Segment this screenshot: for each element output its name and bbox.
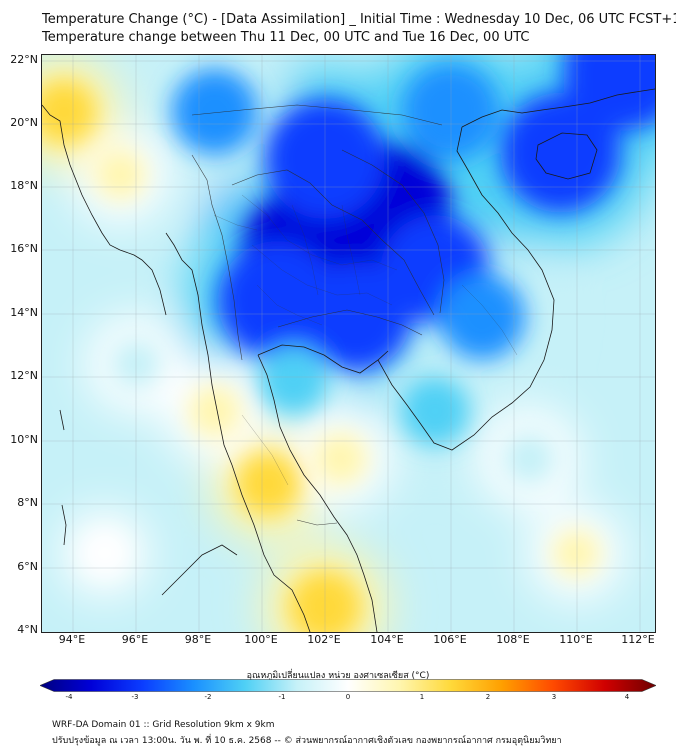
field-value-core — [552, 529, 601, 577]
coast-hainan — [535, 132, 598, 180]
field-value-core — [563, 55, 655, 131]
coast-sumatra — [161, 544, 238, 596]
border-vietnam-laos — [341, 149, 445, 314]
coast-cambodia-vietnam — [377, 126, 555, 451]
colorbar-tick: -1 — [278, 693, 286, 701]
field-value-core — [42, 79, 96, 144]
field-value-core — [438, 273, 526, 360]
lat-label: 14°N — [10, 306, 38, 319]
lon-label: 108°E — [496, 633, 530, 646]
colorbar-tick: 3 — [551, 693, 557, 701]
field-value-core — [401, 62, 500, 161]
field-value-core — [95, 149, 146, 200]
lat-label: 20°N — [10, 116, 38, 129]
colorbar-tick: 4 — [624, 693, 630, 701]
lon-label: 110°E — [559, 633, 593, 646]
footer-credit: ปรับปรุงข้อมูล ณ เวลา 13:00น. วัน พ. ที่… — [52, 736, 562, 746]
field-value-core — [301, 262, 411, 372]
colorbar-label: อุณหภูมิเปลี่ยนแปลง หน่วย องศาเซลเซียส (… — [246, 671, 430, 681]
lon-label: 100°E — [244, 633, 278, 646]
coast-andaman — [59, 409, 67, 546]
lon-label: 104°E — [370, 633, 404, 646]
map-subtitle: Temperature change between Thu 11 Dec, 0… — [42, 30, 530, 45]
colorbar-scale — [40, 679, 656, 692]
lat-label: 4°N — [17, 623, 38, 636]
coastlines — [42, 88, 655, 632]
lat-label: 6°N — [17, 560, 38, 573]
lat-label: 22°N — [10, 53, 38, 66]
coast-myanmar-west — [42, 104, 167, 316]
field-value-core — [258, 344, 329, 415]
coast-thai-gulf — [231, 464, 311, 632]
colorbar-tick: -3 — [131, 693, 139, 701]
field-value-core — [500, 92, 621, 213]
field-value-core — [171, 68, 259, 155]
colorbar-tick: 1 — [419, 693, 425, 701]
field-value-core — [314, 432, 368, 485]
border-china — [191, 104, 443, 126]
field-value-core — [400, 376, 470, 447]
lon-label: 102°E — [307, 633, 341, 646]
graticule — [42, 55, 655, 632]
colorbar-tick: -4 — [65, 693, 73, 701]
coast-gulf-north — [257, 344, 389, 374]
province-boundaries — [213, 194, 518, 486]
lat-label: 10°N — [10, 433, 38, 446]
field-value-core — [188, 384, 242, 438]
colorbar-tick: 2 — [485, 693, 491, 701]
coast-myanmar-south — [165, 232, 233, 466]
lon-label: 96°E — [121, 633, 149, 646]
temperature-change-map — [42, 55, 655, 632]
border-laos — [231, 169, 435, 316]
colorbar-tick: 0 — [345, 693, 351, 701]
lon-label: 112°E — [621, 633, 655, 646]
coast-china-south — [461, 88, 655, 128]
lat-label: 16°N — [10, 242, 38, 255]
lat-label: 8°N — [17, 496, 38, 509]
colorbar — [40, 679, 656, 692]
field-value-core — [236, 451, 301, 516]
field-value-core — [111, 338, 162, 389]
border-thai-malay — [296, 519, 338, 526]
lon-label: 106°E — [433, 633, 467, 646]
field-value-core — [84, 532, 126, 574]
map-panel — [41, 54, 656, 633]
temperature-field — [42, 55, 655, 632]
field-value-core — [502, 432, 556, 485]
lon-label: 94°E — [58, 633, 86, 646]
coast-malay-east — [257, 354, 378, 632]
colorbar-tick: -2 — [204, 693, 212, 701]
footer-model-info: WRF-DA Domain 01 :: Grid Resolution 9km … — [52, 720, 275, 730]
lon-label: 98°E — [184, 633, 212, 646]
lat-label: 18°N — [10, 179, 38, 192]
lat-label: 12°N — [10, 369, 38, 382]
map-title: Temperature Change (°C) - [Data Assimila… — [42, 12, 676, 27]
border-myanmar-thai — [191, 154, 243, 361]
